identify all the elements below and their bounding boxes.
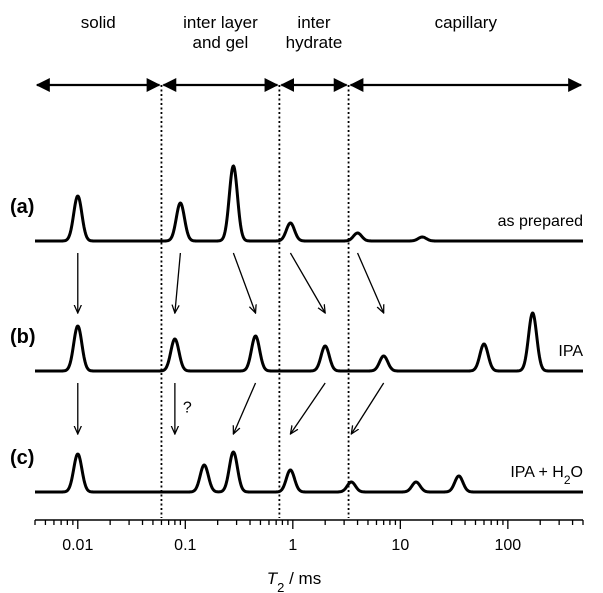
x-tick-label: 1	[288, 537, 297, 554]
region-label-4-line-1: capillary	[435, 13, 498, 32]
boundary-layer	[160, 85, 350, 518]
x-axis-title: T2 / ms	[267, 569, 321, 593]
series-name-part-1: IPA + H	[510, 464, 564, 481]
series-layer: (a) as prepared (b) IPA (c) IPA + H2O	[10, 164, 584, 494]
shift-arrow-layer: ?	[78, 252, 385, 434]
shift-arrow-5	[356, 252, 384, 313]
region-label-3-line-2: hydrate	[286, 33, 343, 52]
shift-arrow-9	[290, 382, 326, 434]
shift-arrow-2	[175, 252, 182, 313]
shift-arrow-label-7: ?	[183, 400, 192, 417]
series-name-part-3: O	[571, 464, 583, 481]
row-label-b: (b)	[10, 326, 36, 348]
row-label-a: (a)	[10, 196, 34, 218]
series-name-part-2: 2	[564, 473, 571, 487]
shift-arrow-3	[232, 252, 255, 313]
region-label-2-line-2: and gel	[193, 33, 249, 52]
region-label-2-line-1: inter layer	[183, 13, 258, 32]
x-tick-label: 10	[391, 537, 409, 554]
x-tick-label: 100	[494, 537, 521, 554]
x-axis-title-unit: / ms	[284, 569, 321, 588]
shift-arrow-10	[351, 382, 385, 434]
shift-arrow-8	[233, 382, 257, 434]
shift-arrow-4	[289, 252, 325, 313]
x-axis-title-subscript: 2	[277, 580, 284, 593]
series-trace-c	[34, 450, 584, 494]
x-tick-label: 0.01	[62, 537, 93, 554]
series-name-a: as prepared	[498, 213, 583, 230]
region-label-3-line-1: inter	[297, 13, 330, 32]
series-name-c: IPA + H2O	[510, 464, 583, 487]
row-label-c: (c)	[10, 447, 34, 469]
region-label-1-line-1: solid	[81, 13, 116, 32]
series-trace-a	[34, 164, 584, 243]
x-axis: 0.01 0.1 1 10 100 T2 / ms	[34, 519, 584, 593]
x-axis-title-symbol: T	[267, 569, 279, 588]
series-name-b: IPA	[558, 343, 583, 360]
series-trace-b	[34, 311, 584, 373]
x-tick-label: 0.1	[174, 537, 196, 554]
